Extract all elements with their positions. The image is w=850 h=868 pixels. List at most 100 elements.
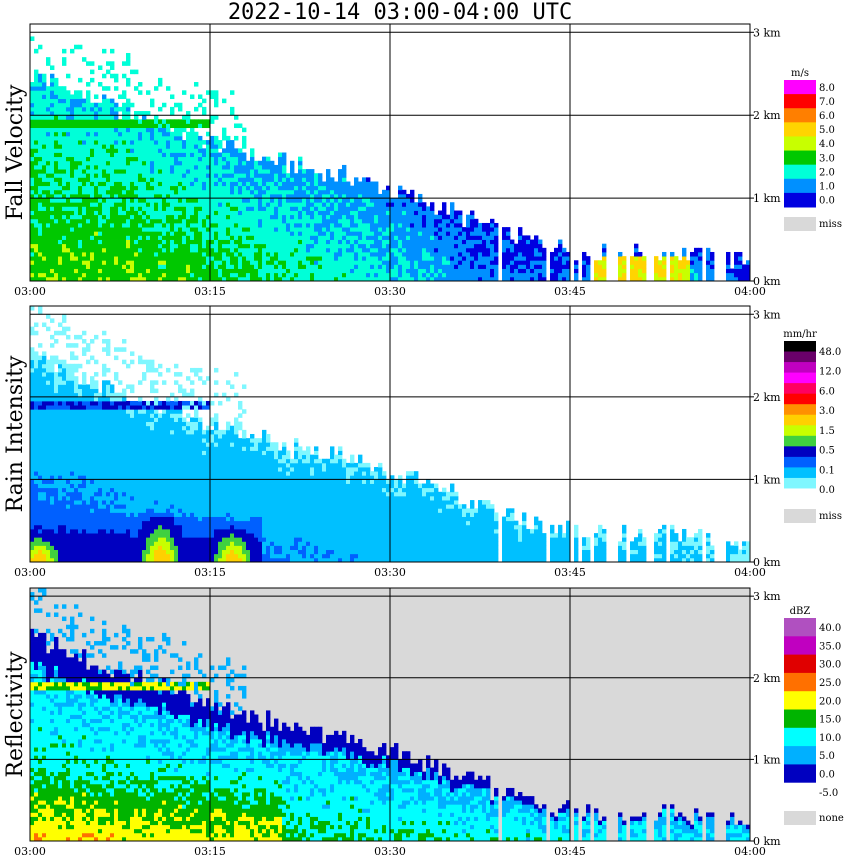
data-cell <box>54 185 59 191</box>
data-cell <box>698 268 703 274</box>
data-cell <box>110 239 115 245</box>
data-cell <box>66 164 71 170</box>
data-cell <box>566 260 571 265</box>
data-cell <box>42 156 47 162</box>
data-cell <box>194 140 199 145</box>
data-cell <box>46 243 51 249</box>
data-cell <box>86 553 91 559</box>
data-cell <box>366 276 371 282</box>
data-cell <box>186 169 191 174</box>
data-cell <box>50 495 55 501</box>
data-cell <box>30 438 35 443</box>
data-cell <box>266 206 271 211</box>
data-cell <box>434 268 439 274</box>
data-cell <box>282 222 287 228</box>
data-cell <box>130 260 135 265</box>
data-cell <box>198 206 203 211</box>
data-cell <box>90 553 95 559</box>
data-cell <box>34 508 39 513</box>
data-cell <box>218 193 223 199</box>
data-cell <box>302 218 307 224</box>
data-cell <box>470 218 475 224</box>
data-cell <box>194 272 199 278</box>
data-cell <box>382 231 387 236</box>
data-cell <box>290 239 295 245</box>
data-cell <box>38 235 43 240</box>
data-cell <box>78 173 83 178</box>
data-cell <box>50 94 55 100</box>
data-cell <box>34 409 39 414</box>
data-cell <box>186 144 191 149</box>
data-cell <box>98 193 103 199</box>
data-cell <box>126 135 131 141</box>
data-cell <box>302 169 307 174</box>
data-cell <box>210 222 215 228</box>
data-cell <box>74 537 79 542</box>
data-cell <box>38 504 43 509</box>
data-cell <box>318 198 323 203</box>
data-cell <box>38 152 43 158</box>
data-cell <box>202 227 207 232</box>
data-cell <box>734 264 739 269</box>
data-cell <box>594 276 599 282</box>
data-cell <box>174 235 179 240</box>
data-cell <box>82 384 87 389</box>
data-cell <box>350 251 355 257</box>
data-cell <box>38 392 43 398</box>
data-cell <box>394 264 399 269</box>
data-cell <box>414 227 419 232</box>
data-cell <box>242 264 247 269</box>
data-cell <box>242 227 247 232</box>
data-cell <box>66 495 71 501</box>
data-cell <box>34 359 39 365</box>
data-cell <box>138 123 143 129</box>
data-cell <box>158 260 163 265</box>
data-cell <box>34 545 39 551</box>
data-cell <box>398 276 403 282</box>
data-cell <box>110 177 115 182</box>
data-cell <box>138 181 143 187</box>
data-cell <box>102 272 107 278</box>
data-cell <box>134 264 139 269</box>
data-cell <box>114 102 119 108</box>
data-cell <box>42 144 47 149</box>
data-cell <box>30 495 35 501</box>
data-cell <box>142 206 147 211</box>
data-cell <box>362 247 367 253</box>
data-cell <box>50 557 55 563</box>
data-cell <box>94 483 99 489</box>
data-cell <box>314 268 319 274</box>
data-cell <box>238 152 243 158</box>
data-cell <box>106 272 111 278</box>
data-cell <box>386 227 391 232</box>
data-cell <box>470 210 475 216</box>
data-cell <box>138 222 143 228</box>
data-cell <box>442 243 447 249</box>
data-cell <box>82 339 87 344</box>
data-cell <box>66 90 71 95</box>
data-cell <box>178 185 183 191</box>
data-cell <box>118 148 123 153</box>
data-cell <box>90 471 95 476</box>
data-cell <box>98 272 103 278</box>
data-cell <box>330 235 335 240</box>
data-cell <box>42 90 47 95</box>
data-cell <box>74 131 79 137</box>
data-cell <box>66 421 71 427</box>
data-cell <box>214 94 219 100</box>
data-cell <box>418 218 423 224</box>
data-cell <box>98 260 103 265</box>
data-cell <box>338 235 343 240</box>
data-cell <box>62 247 67 253</box>
data-cell <box>122 102 127 108</box>
data-cell <box>90 268 95 274</box>
data-cell <box>370 247 375 253</box>
data-cell <box>374 243 379 249</box>
data-cell <box>58 528 63 534</box>
data-cell <box>210 173 215 178</box>
data-cell <box>326 189 331 195</box>
data-cell <box>662 276 667 282</box>
data-cell <box>318 206 323 211</box>
data-cell <box>82 372 87 377</box>
data-cell <box>250 256 255 261</box>
